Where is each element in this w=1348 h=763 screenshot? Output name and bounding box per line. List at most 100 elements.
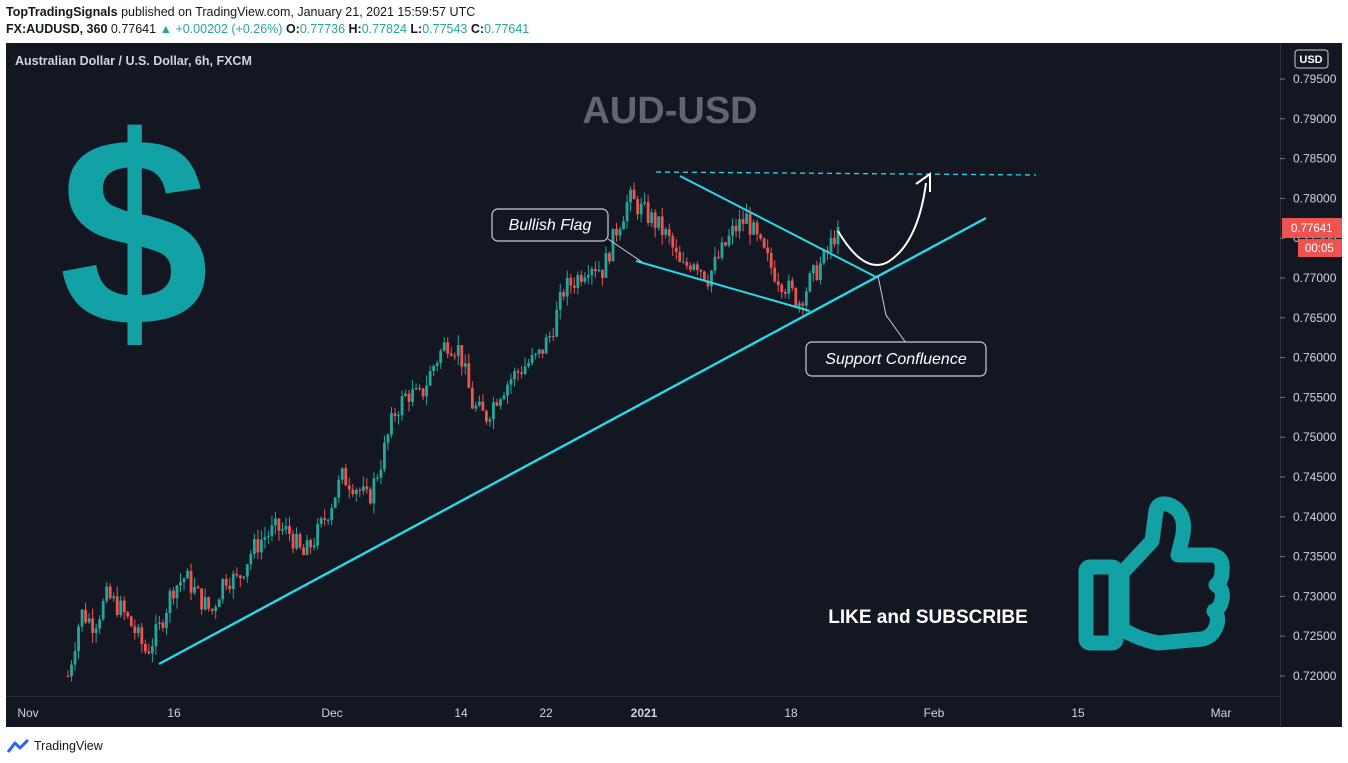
candle-body [302, 547, 305, 555]
open-value: 0.77736 [299, 22, 346, 36]
currency-badge[interactable] [1294, 49, 1329, 69]
candle-body [499, 399, 502, 406]
candle-body [70, 664, 73, 677]
candle-body [404, 393, 407, 397]
candle-body [337, 479, 341, 498]
candle-body [481, 401, 485, 411]
candle-body [766, 247, 770, 254]
candle-body [136, 627, 140, 634]
candle-body [158, 622, 161, 625]
change-arrow: ▲ [159, 22, 172, 36]
candle-body [182, 578, 186, 583]
last-price-tag [1282, 218, 1342, 238]
projection-arrow[interactable] [837, 182, 927, 266]
candle-body [551, 335, 555, 337]
candle-body [77, 626, 80, 652]
low-label: L: [410, 22, 423, 36]
candle-body [653, 212, 657, 228]
candle-body [724, 242, 727, 246]
candle-body [407, 393, 411, 402]
candle-body [520, 372, 523, 374]
candle-body [98, 619, 102, 629]
candle-body [829, 237, 833, 252]
candle-body [361, 486, 365, 491]
candle-body [175, 585, 179, 599]
candle-body [425, 385, 429, 397]
candle-body [477, 401, 481, 406]
candle-body [249, 553, 253, 565]
candle-body [414, 387, 418, 390]
candle-body [565, 277, 569, 297]
candle-body [611, 228, 615, 262]
candle-body [622, 221, 625, 230]
candle-body [604, 253, 608, 278]
footer-brand[interactable]: TradingView [6, 736, 103, 756]
chart-panel[interactable]: Australian Dollar / U.S. Dollar, 6h, FXC… [6, 43, 1342, 727]
candle-body [615, 228, 618, 236]
flag-lower-line[interactable] [635, 260, 811, 312]
candle-body [727, 235, 731, 246]
dollar-icon: $ [59, 82, 209, 383]
candle-body [291, 533, 295, 549]
candle-body [470, 387, 474, 409]
candle-body [537, 349, 541, 354]
bullish-flag-callout[interactable] [491, 208, 609, 242]
candle-body [710, 270, 713, 287]
ohlc-line: FX:AUDUSD, 360 0.77641 ▲ +0.00202 (+0.26… [6, 22, 529, 36]
candle-body [442, 342, 446, 351]
candle-body [238, 575, 242, 579]
candle-body [685, 261, 689, 266]
candle-body [354, 489, 358, 495]
candle-body [541, 349, 545, 354]
candle-body [797, 303, 801, 307]
candle-body [161, 622, 165, 628]
time-axis[interactable]: Nov 16 Dec 14 22 2021 18 Feb 15 Mar [17, 706, 1231, 720]
candle-body [734, 225, 738, 232]
time-tick-label: 14 [454, 706, 468, 720]
candle-body [80, 609, 84, 627]
candle-body [593, 268, 597, 272]
candle-body [667, 229, 671, 236]
candle-body [790, 280, 794, 289]
candle-body [558, 291, 562, 310]
candle-body [819, 263, 822, 280]
candle-body [808, 273, 812, 292]
flag-upper-line[interactable] [679, 175, 877, 278]
candle-body [115, 596, 119, 615]
support-confluence-callout[interactable] [805, 341, 987, 377]
candle-body [207, 597, 211, 609]
price-tick-label: 0.74500 [1293, 470, 1337, 484]
candle-body [281, 529, 284, 531]
close-label: C: [470, 22, 485, 36]
candle-body [713, 256, 717, 271]
candle-body [196, 586, 200, 589]
candle-body [646, 202, 650, 223]
price-tick-label: 0.79000 [1293, 112, 1337, 126]
price-tick-label: 0.76000 [1293, 351, 1337, 365]
resistance-dashed-line[interactable] [655, 171, 1037, 176]
candle-body [456, 345, 460, 356]
candle-body [186, 570, 189, 579]
candle-body [309, 539, 313, 548]
candle-body [702, 271, 706, 281]
candle-body [193, 586, 196, 593]
candle-body [513, 371, 516, 380]
price-axis[interactable]: 0.795000.790000.785000.780000.775000.770… [1280, 72, 1337, 683]
candle-body [463, 363, 467, 367]
candle-body [527, 363, 530, 367]
candle-body [386, 434, 390, 443]
candle-body [319, 518, 323, 525]
candle-body [397, 415, 400, 417]
support-trendline[interactable] [158, 216, 987, 666]
candle-body [755, 222, 759, 235]
high-value: 0.77824 [361, 22, 407, 36]
candle-body [154, 624, 158, 647]
candle-body [836, 226, 840, 245]
publisher-name[interactable]: TopTradingSignals [6, 5, 118, 19]
candle-body [224, 578, 228, 586]
candle-body [815, 265, 819, 280]
candle-body [108, 586, 112, 599]
chart-canvas[interactable]: Australian Dollar / U.S. Dollar, 6h, FXC… [6, 43, 1342, 727]
candle-body [492, 402, 495, 420]
candle-body [811, 265, 815, 274]
